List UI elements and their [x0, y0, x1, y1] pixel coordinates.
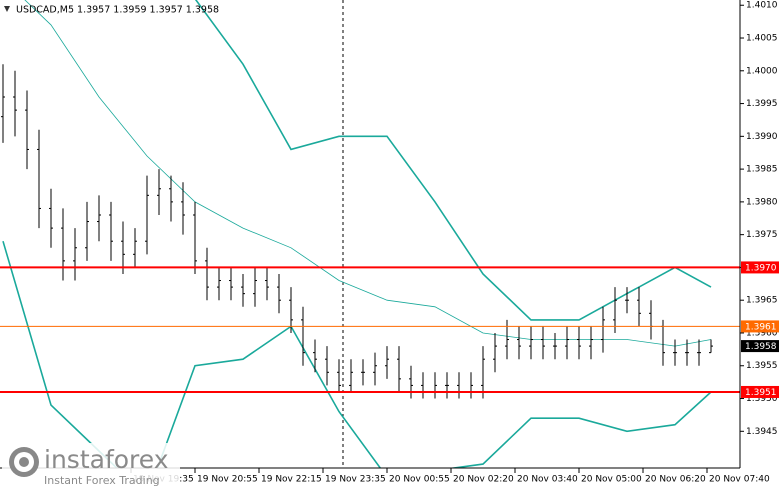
watermark-tagline: Instant Forex Trading	[44, 474, 160, 487]
y-tick-label: 1.3975	[746, 230, 778, 240]
x-tick-label: 20 Nov 02:20	[453, 475, 514, 485]
x-tick-label: 20 Nov 03:40	[517, 475, 578, 485]
watermark: instaforex Instant Forex Trading	[2, 443, 180, 489]
level-label-bg	[741, 261, 779, 274]
x-tick-label: 20 Nov 06:20	[645, 475, 706, 485]
levels	[0, 266, 740, 393]
x-tick-label: 19 Nov 20:55	[197, 475, 258, 485]
y-tick-label: 1.3990	[746, 132, 778, 142]
y-tick-label: 1.3950	[746, 394, 778, 404]
title-icon	[4, 6, 10, 12]
y-tick-label: 1.3955	[746, 361, 778, 371]
level-label: 1.3970	[745, 263, 777, 273]
chart-title: USDCAD,M5 1.3957 1.3959 1.3957 1.3958	[16, 5, 219, 16]
level-label-bg	[741, 320, 779, 333]
logo-icon-core	[19, 457, 29, 467]
y-tick-label: 1.3980	[746, 197, 778, 207]
x-tick-label: 20 Nov 05:00	[581, 475, 642, 485]
band-upper	[194, 0, 712, 321]
y-tick-label: 1.4010	[746, 1, 778, 11]
x-tick-label: 19 Nov 22:15	[261, 475, 322, 485]
watermark-brand: instaforex	[44, 445, 169, 474]
x-tick-label: 20 Nov 00:55	[389, 475, 450, 485]
y-tick-label: 1.3965	[746, 296, 778, 306]
y-tick-label: 1.4005	[746, 34, 778, 44]
price-labels: 1.3970 1.3961 1.3951 1.3958	[741, 261, 779, 398]
level-label: 1.3951	[745, 388, 777, 398]
y-tick-label: 1.3985	[746, 165, 778, 175]
y-tick-label: 1.3995	[746, 99, 778, 109]
level-label-bg	[741, 385, 779, 398]
y-tick-label: 1.3945	[746, 427, 778, 437]
price-bars	[1, 64, 713, 399]
y-tick-label: 1.4000	[746, 66, 778, 76]
level-label: 1.3961	[745, 322, 777, 332]
last-price-bg	[741, 340, 779, 353]
x-tick-label: 20 Nov 07:40	[709, 475, 770, 485]
last-price-label: 1.3958	[745, 342, 777, 352]
y-tick-label: 1.3960	[746, 328, 778, 338]
band-lower	[2, 240, 712, 468]
x-tick-label: 19 Nov 23:35	[325, 475, 386, 485]
